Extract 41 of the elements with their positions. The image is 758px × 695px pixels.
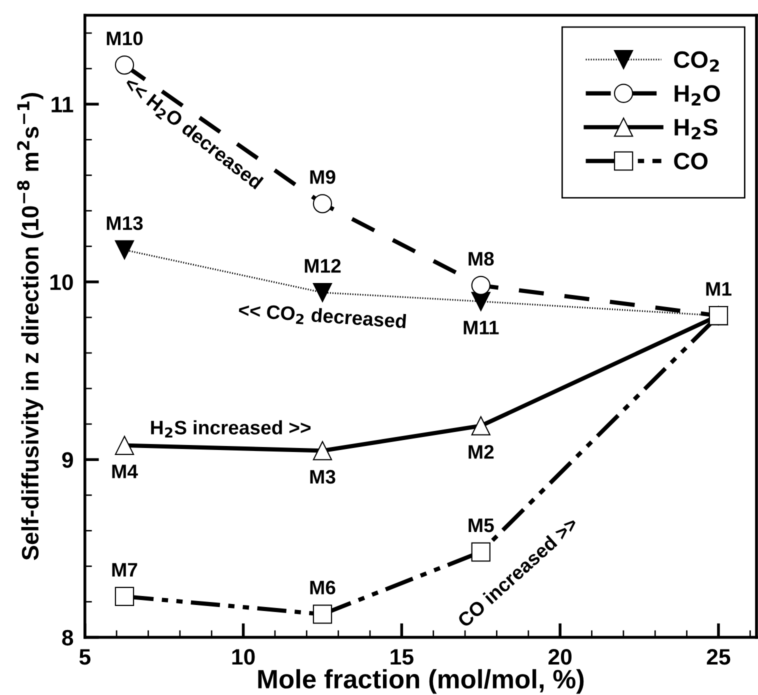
legend-label: CO	[674, 152, 708, 170]
point	[471, 276, 490, 296]
point	[114, 55, 134, 75]
annotation: M2	[468, 445, 494, 459]
y-tick-label: 11	[52, 96, 74, 112]
annotation: H$_{2}$S increased >>	[151, 420, 311, 438]
annotation: << CO$_{2}$ decreased	[238, 302, 406, 332]
annotation: M3	[310, 470, 336, 484]
annotation: M9	[310, 170, 336, 184]
y-tick-label: 10	[50, 274, 73, 290]
annotation: M1	[706, 282, 732, 296]
annotation: << H$_{2}$O decreased	[122, 76, 264, 192]
point	[114, 240, 134, 260]
annotation: M5	[468, 518, 494, 532]
x-tick-label: 15	[390, 649, 414, 665]
annotation: M6	[310, 580, 336, 594]
annotation: M10	[106, 32, 143, 46]
legend-label: H$_{2}$S	[674, 118, 718, 140]
legend-label: H$_{2}$O	[674, 85, 720, 106]
point	[114, 436, 134, 455]
point	[312, 282, 332, 302]
y-tick-label: 8	[62, 630, 74, 646]
annotation: M4	[112, 464, 138, 478]
annotation: M7	[112, 563, 138, 576]
x-tick-label: 10	[232, 649, 255, 665]
point	[312, 194, 332, 214]
x-axis-title: Mole fraction (mol/mol, %)	[258, 669, 584, 694]
annotation: M11	[464, 320, 499, 334]
x-tick-label: 5	[79, 649, 90, 665]
point	[114, 586, 134, 606]
x-tick-label: 20	[548, 649, 572, 665]
x-tick-label: 25	[706, 649, 730, 665]
point	[471, 416, 490, 436]
point	[312, 441, 332, 460]
point	[312, 604, 332, 624]
y-tick-label: 9	[62, 452, 73, 468]
legend-label: CO$_{2}$	[674, 51, 719, 72]
y-axis-title: Self-diffusivity in z direction (10$^{−8}$ m$^{2}$s$^{−1}$)	[17, 93, 44, 560]
annotation: M8	[468, 252, 494, 266]
annotation: M12	[304, 258, 341, 273]
annotation: M13	[106, 216, 143, 230]
